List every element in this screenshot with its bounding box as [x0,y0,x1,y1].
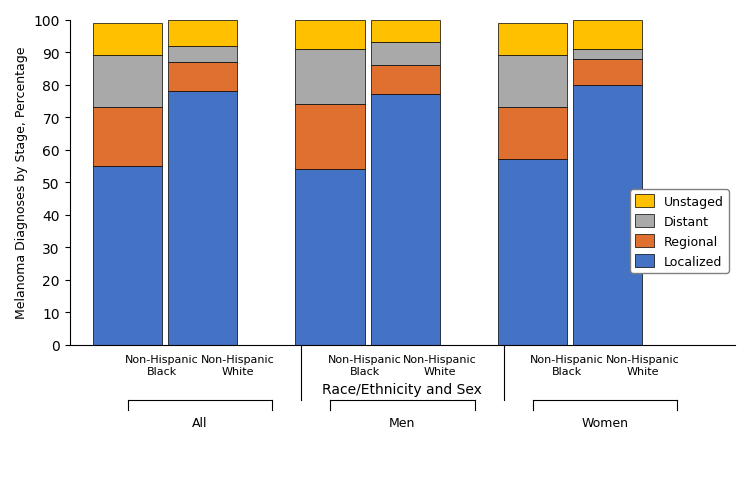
Bar [296,20,364,50]
Bar [573,60,643,85]
Bar [296,50,364,105]
Bar [168,46,238,62]
Bar [168,62,238,92]
Bar [168,92,238,345]
Bar [93,56,162,108]
Bar [498,24,567,56]
X-axis label: Race/Ethnicity and Sex: Race/Ethnicity and Sex [322,382,482,396]
Bar [296,170,364,345]
Bar [93,108,162,166]
Bar [498,56,567,108]
Bar [573,50,643,60]
Bar [370,95,440,345]
Bar [370,20,440,43]
Bar [498,108,567,160]
Bar [296,105,364,170]
Bar [573,85,643,345]
Bar [168,20,238,46]
Text: Men: Men [389,416,416,429]
Bar [370,66,440,95]
Bar [93,166,162,345]
Bar [93,24,162,56]
Bar [573,20,643,50]
Bar [498,160,567,345]
Bar [370,43,440,66]
Legend: Unstaged, Distant, Regional, Localized: Unstaged, Distant, Regional, Localized [630,190,729,273]
Text: Women: Women [581,416,628,429]
Text: All: All [192,416,208,429]
Y-axis label: Melanoma Diagnoses by Stage, Percentage: Melanoma Diagnoses by Stage, Percentage [15,47,28,318]
